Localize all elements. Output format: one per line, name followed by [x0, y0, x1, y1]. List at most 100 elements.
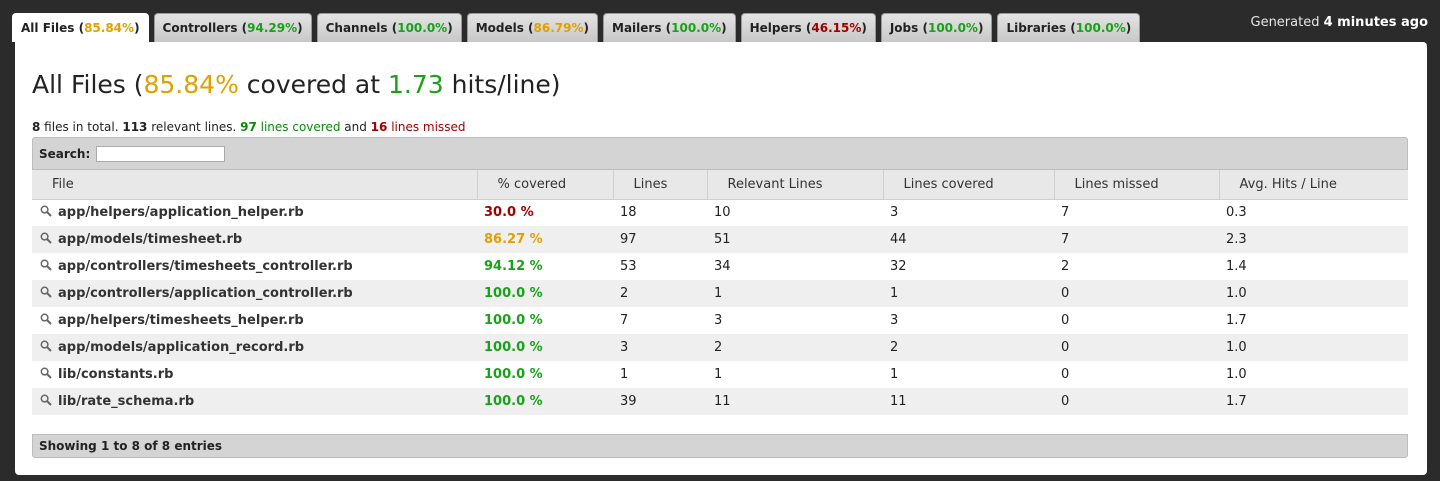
file-cell: app/helpers/timesheets_helper.rb: [32, 307, 477, 334]
tab-label: Mailers: [612, 21, 662, 35]
percent-covered-cell: 100.0 %: [484, 313, 543, 328]
coverage-table: File % covered Lines Relevant Lines Line…: [32, 170, 1408, 415]
file-link[interactable]: app/helpers/timesheets_helper.rb: [58, 313, 304, 328]
column-header-file[interactable]: File: [32, 170, 478, 200]
relevant-lines-cell: 3: [714, 313, 723, 328]
generated-timestamp: Generated 4 minutes ago: [1251, 15, 1429, 30]
column-header-relevant-lines[interactable]: Relevant Lines: [707, 170, 884, 200]
group-tabs: All Files (85.84%) Controllers (94.29%) Ch…: [12, 13, 1141, 42]
lines-missed-cell: 2: [1061, 259, 1070, 274]
title-prefix: All Files (: [32, 70, 144, 99]
tab-helpers[interactable]: Helpers (46.15%): [740, 13, 876, 42]
table-row: app/controllers/application_controller.r…: [32, 280, 1408, 307]
relevant-lines-cell: 11: [707, 388, 883, 415]
file-link[interactable]: app/models/application_record.rb: [58, 340, 305, 355]
magnifier-icon: [40, 340, 52, 352]
tab-jobs[interactable]: Jobs (100.0%): [880, 13, 993, 42]
magnifier-icon: [40, 367, 52, 379]
avg-hits-cell: 0.3: [1226, 205, 1247, 221]
files-text: files in total.: [40, 120, 123, 134]
file-link[interactable]: lib/constants.rb: [58, 367, 174, 382]
percent-covered-cell: 100.0 %: [477, 388, 613, 415]
file-link[interactable]: app/helpers/application_helper.rb: [58, 205, 304, 221]
relevant-lines-cell: 10: [714, 205, 731, 221]
tab-mailers[interactable]: Mailers (100.0%): [603, 13, 736, 42]
lines-covered-cell: 1: [890, 367, 899, 382]
tab-label: Channels: [325, 21, 388, 35]
title-hits: 1.73: [388, 70, 444, 99]
tab-coverage-pct: 100.0%: [397, 21, 448, 35]
percent-covered-cell: 30.0 %: [484, 205, 534, 221]
covered-text: lines covered: [256, 120, 341, 134]
lines-cell: 1: [620, 367, 629, 382]
percent-covered-cell: 100.0 %: [477, 280, 613, 307]
lines-covered-cell: 11: [883, 388, 1054, 415]
avg-hits-cell: 1.7: [1219, 388, 1408, 415]
tab-models[interactable]: Models (86.79%): [466, 13, 598, 42]
file-cell: app/controllers/application_controller.r…: [32, 280, 477, 307]
tab-controllers[interactable]: Controllers (94.29%): [153, 13, 312, 42]
avg-hits-cell: 1.0: [1226, 367, 1247, 382]
file-cell: lib/rate_schema.rb: [32, 388, 477, 415]
tab-coverage-pct: 85.84%: [84, 21, 135, 35]
column-header-lines-missed[interactable]: Lines missed: [1054, 170, 1220, 200]
magnifier-icon: [40, 232, 52, 244]
column-header-avg-hits[interactable]: Avg. Hits / Line: [1219, 170, 1408, 200]
file-cell: app/models/timesheet.rb: [32, 226, 477, 253]
table-row: app/models/application_record.rb 100.0 % 3…: [32, 334, 1408, 361]
lines-missed-cell: 0: [1054, 334, 1219, 361]
avg-hits-cell: 2.3: [1219, 226, 1408, 253]
avg-hits-cell: 1.4: [1226, 259, 1247, 274]
file-link[interactable]: app/models/timesheet.rb: [58, 232, 243, 247]
lines-cell: 97: [613, 226, 707, 253]
avg-hits-cell: 1.0: [1219, 280, 1408, 307]
tab-all-files[interactable]: All Files (85.84%): [12, 13, 149, 42]
search-input[interactable]: [96, 145, 226, 162]
file-link[interactable]: app/controllers/timesheets_controller.rb: [58, 259, 353, 274]
file-link[interactable]: app/controllers/application_controller.r…: [58, 286, 353, 301]
lines-cell: 53: [620, 259, 637, 274]
column-header-lines[interactable]: Lines: [613, 170, 708, 200]
title-suffix: hits/line): [443, 70, 561, 99]
tab-label: Controllers: [162, 21, 238, 35]
column-header-percent-covered[interactable]: % covered: [477, 170, 614, 200]
file-cell: lib/constants.rb: [32, 361, 477, 388]
lines-covered-cell: 3: [890, 205, 899, 221]
title-middle: covered at: [238, 70, 388, 99]
file-link[interactable]: lib/rate_schema.rb: [58, 394, 195, 409]
lines-cell: 3: [613, 334, 707, 361]
tab-label: Helpers: [749, 21, 802, 35]
avg-hits-cell: 1.7: [1226, 313, 1247, 328]
coverage-panel: All Files (85.84% covered at 1.73 hits/l…: [15, 42, 1427, 475]
tab-label: Jobs: [889, 21, 919, 35]
column-header-lines-covered[interactable]: Lines covered: [883, 170, 1055, 200]
file-cell: app/helpers/application_helper.rb: [32, 199, 477, 226]
tab-coverage-pct: 100.0%: [1075, 21, 1126, 35]
lines-missed-cell: 0: [1061, 367, 1070, 382]
tab-libraries[interactable]: Libraries (100.0%): [997, 13, 1141, 42]
file-cell: app/controllers/timesheets_controller.rb: [32, 253, 477, 280]
tab-coverage-pct: 100.0%: [927, 21, 978, 35]
lines-covered-cell: 2: [883, 334, 1054, 361]
magnifier-icon: [40, 313, 52, 325]
missed-summary: 16 lines missed: [371, 120, 466, 134]
tab-label: Libraries: [1006, 21, 1067, 35]
tab-label: All Files: [21, 21, 75, 35]
tab-coverage-pct: 94.29%: [247, 21, 298, 35]
magnifier-icon: [40, 205, 52, 217]
missed-text: lines missed: [387, 120, 466, 134]
lines-cell: 7: [620, 313, 629, 328]
table-header-row: File % covered Lines Relevant Lines Line…: [32, 170, 1408, 200]
file-cell: app/models/application_record.rb: [32, 334, 477, 361]
generated-value: 4 minutes ago: [1323, 15, 1428, 30]
title-coverage-pct: 85.84%: [143, 70, 239, 99]
magnifier-icon: [40, 286, 52, 298]
relevant-count: 113: [122, 120, 148, 134]
and-text: and: [340, 120, 371, 134]
tab-channels[interactable]: Channels (100.0%): [316, 13, 462, 42]
lines-missed-cell: 0: [1054, 280, 1219, 307]
percent-covered-cell: 100.0 %: [477, 334, 613, 361]
files-count: 8: [32, 120, 41, 134]
search-label: Search:: [39, 146, 91, 161]
relevant-text: relevant lines.: [147, 120, 241, 134]
